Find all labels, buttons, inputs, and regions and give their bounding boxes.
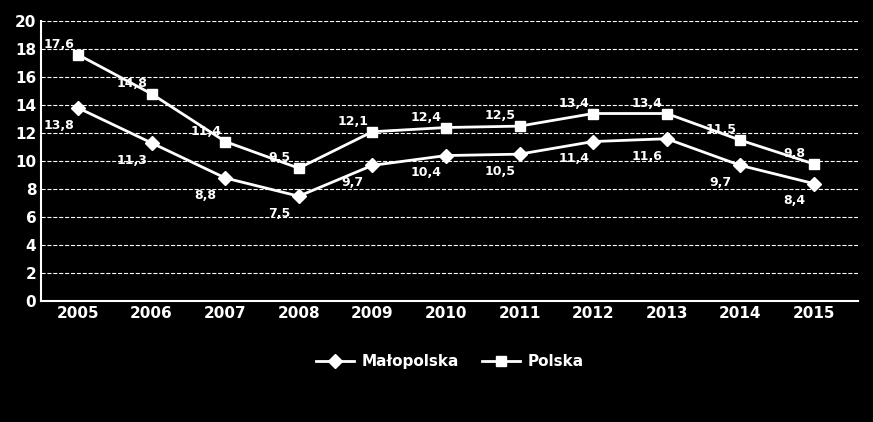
Text: 11,4: 11,4	[558, 152, 589, 165]
Text: 11,4: 11,4	[190, 124, 221, 138]
Text: 17,6: 17,6	[43, 38, 74, 51]
Text: 12,1: 12,1	[337, 115, 368, 128]
Text: 9,8: 9,8	[783, 147, 806, 160]
Text: 8,4: 8,4	[783, 195, 806, 208]
Text: 13,4: 13,4	[632, 97, 663, 110]
Text: 9,7: 9,7	[710, 176, 732, 189]
Text: 7,5: 7,5	[268, 207, 291, 220]
Text: 13,4: 13,4	[558, 97, 589, 110]
Text: 11,5: 11,5	[705, 123, 736, 136]
Text: 10,4: 10,4	[411, 166, 442, 179]
Text: 12,5: 12,5	[485, 109, 516, 122]
Text: 11,6: 11,6	[632, 149, 663, 162]
Text: 8,8: 8,8	[195, 189, 217, 202]
Legend: Małopolska, Polska: Małopolska, Polska	[309, 348, 590, 376]
Text: 14,8: 14,8	[117, 77, 148, 90]
Text: 12,4: 12,4	[411, 111, 442, 124]
Text: 11,3: 11,3	[117, 154, 148, 167]
Text: 9,7: 9,7	[342, 176, 364, 189]
Text: 10,5: 10,5	[485, 165, 516, 178]
Text: 13,8: 13,8	[43, 119, 74, 132]
Text: 9,5: 9,5	[268, 151, 291, 164]
